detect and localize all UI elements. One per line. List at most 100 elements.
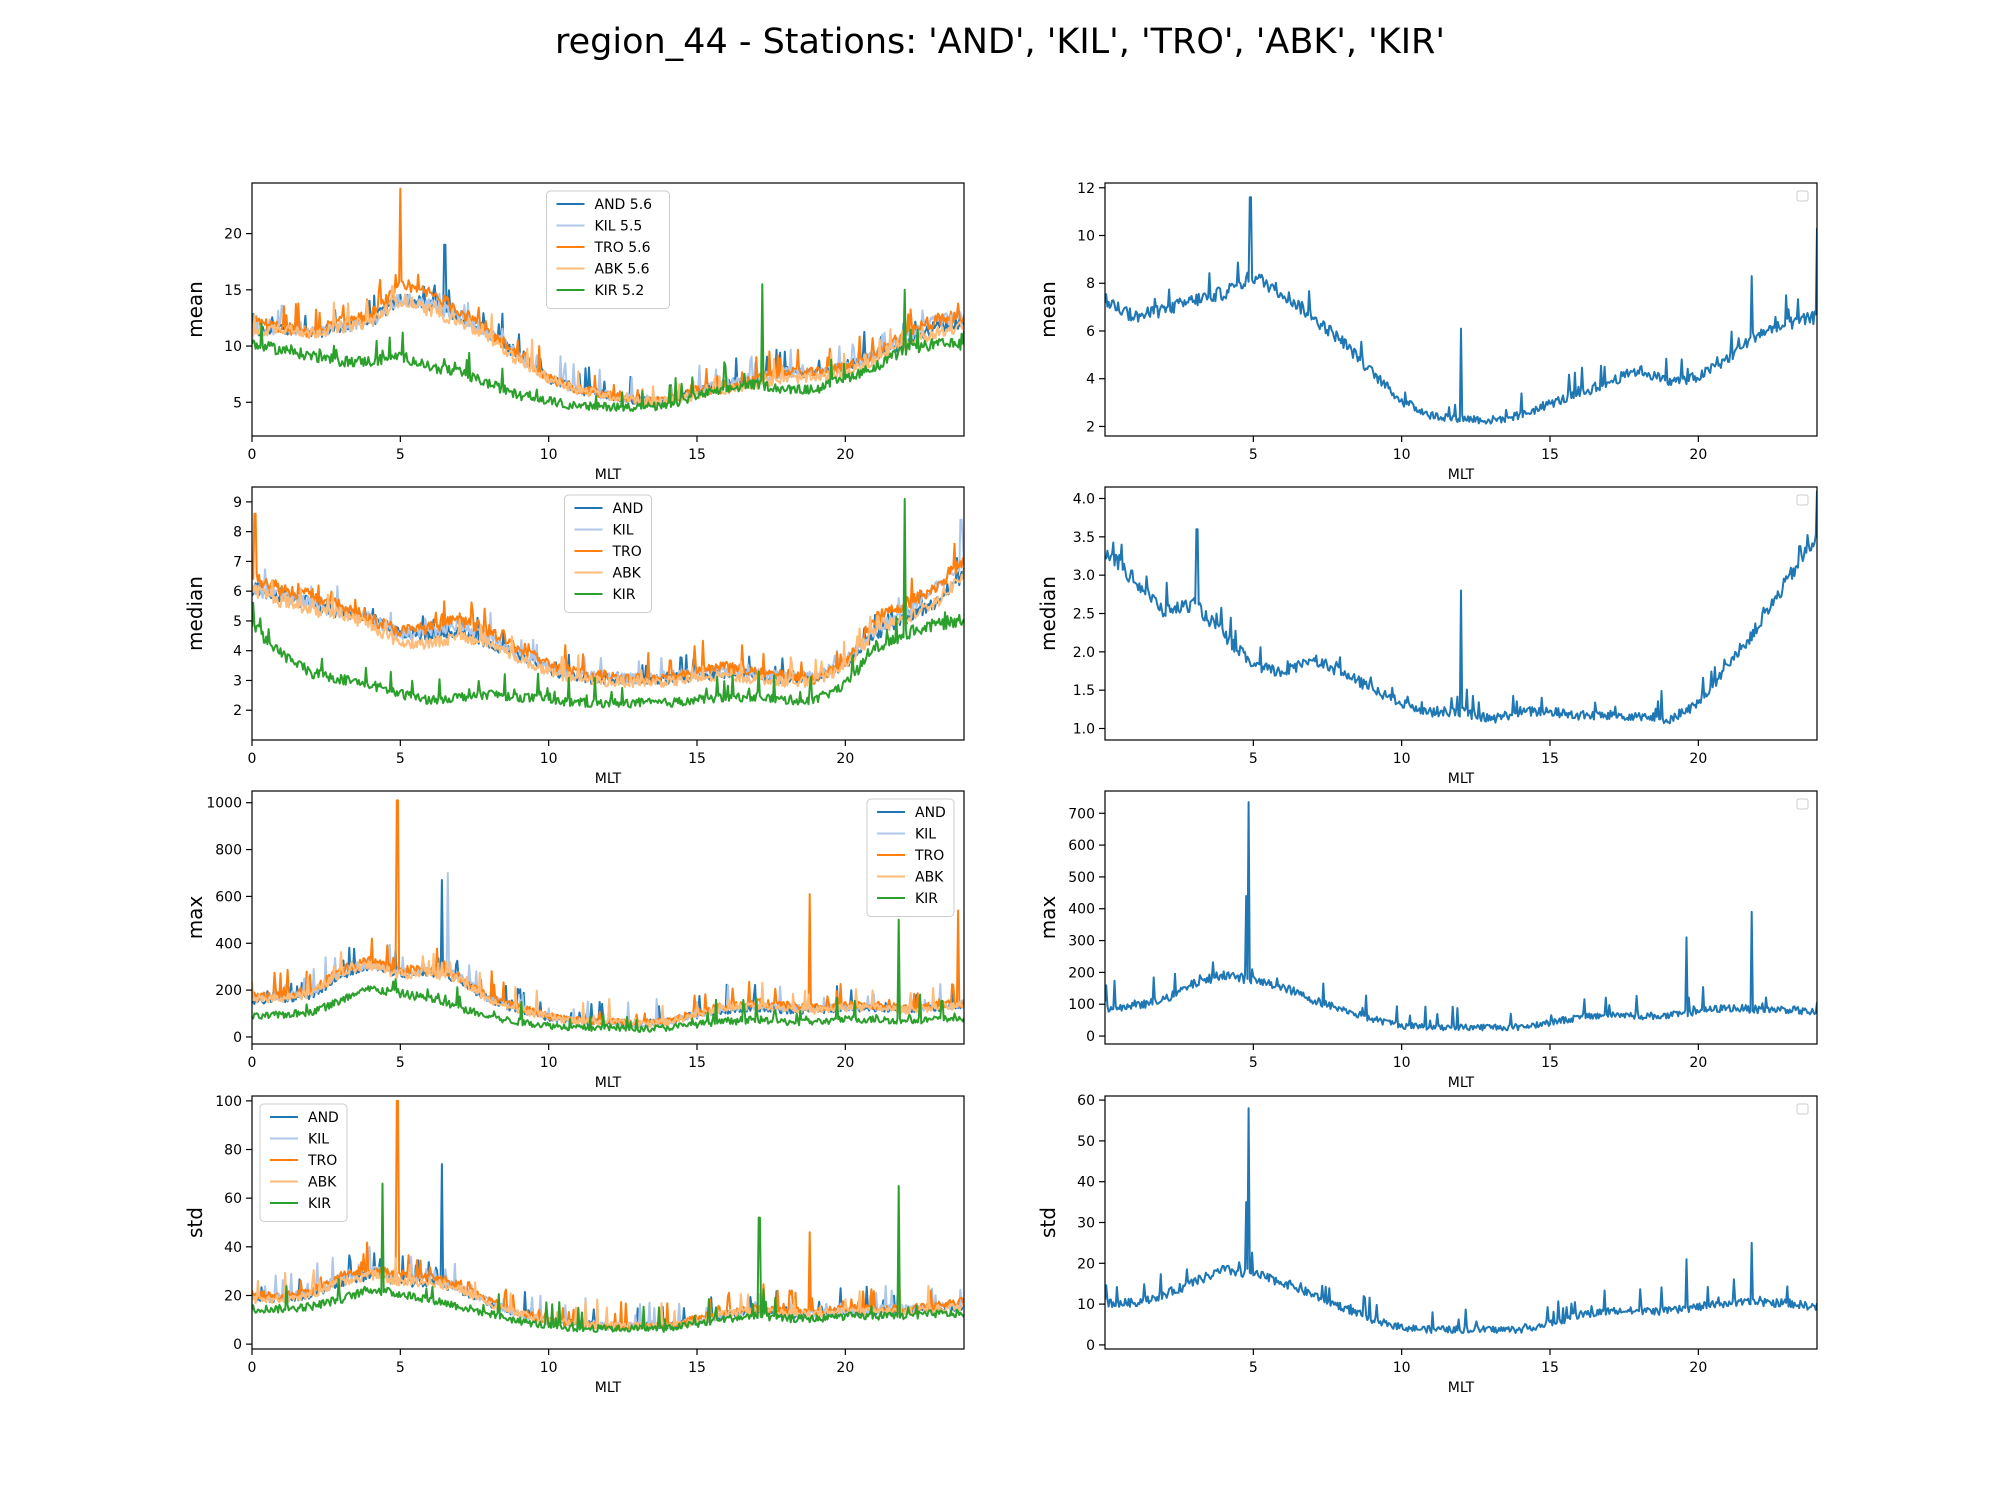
legend-label: KIR 5.2 <box>595 283 645 299</box>
y-tick-label: 1.5 <box>1073 683 1095 699</box>
y-tick-label: 600 <box>1068 838 1095 854</box>
y-tick-label: 300 <box>1068 934 1095 950</box>
x-tick-label: 5 <box>1249 751 1258 767</box>
x-tick-label: 5 <box>1249 447 1258 463</box>
y-tick-label: 6 <box>1086 324 1095 340</box>
subplot-mean-stations: 0 5 10 15 20 5 10 15 20 MLT mean AND 5.6 KIL 5.5 TRO … <box>183 182 965 483</box>
y-axis-label: median <box>1036 576 1060 651</box>
y-axis-label: mean <box>1036 281 1060 338</box>
x-tick-label: 10 <box>540 751 558 767</box>
y-tick-label: 700 <box>1068 806 1095 822</box>
subplot-max-stations: 0 5 10 15 2002004006008001000MLTmaxANDKILTRO… <box>183 790 965 1091</box>
subplot-std-stations: 0 5 10 15 20 0 20 40 60 80 100 MLT std AND KIL TRO ABK KI… <box>183 1094 965 1396</box>
y-tick-label: 0 <box>233 1337 242 1353</box>
x-tick-label: 10 <box>1393 1360 1411 1376</box>
y-tick-label: 2 <box>233 703 242 719</box>
x-tick-label: 10 <box>1393 447 1411 463</box>
legend-label: KIR <box>308 1196 331 1212</box>
axes-frame <box>1104 790 1818 1045</box>
y-tick-label: 30 <box>1077 1216 1095 1232</box>
y-tick-label: 7 <box>233 554 242 570</box>
y-tick-label: 200 <box>1068 965 1095 981</box>
x-tick-label: 10 <box>1393 1055 1411 1071</box>
legend-label: KIL <box>613 523 634 539</box>
x-tick-label: 15 <box>1541 751 1559 767</box>
y-tick-label: 60 <box>1077 1093 1095 1109</box>
y-tick-label: 20 <box>224 1288 242 1304</box>
y-tick-label: 0 <box>1086 1338 1095 1354</box>
legend-box-empty <box>1796 190 1809 202</box>
legend-label: TRO <box>914 848 944 864</box>
y-tick-label: 6 <box>233 584 242 600</box>
x-tick-label: 20 <box>1689 1055 1707 1071</box>
axes-frame <box>1104 182 1818 437</box>
legend-box-empty <box>1796 1103 1809 1115</box>
series-group <box>252 1099 964 1333</box>
y-tick-label: 4 <box>1086 372 1095 388</box>
y-tick-label: 8 <box>233 525 242 541</box>
legend-label: AND <box>308 1110 339 1126</box>
series-group <box>252 187 964 412</box>
y-tick-label: 600 <box>215 889 242 905</box>
x-tick-label: 5 <box>396 1055 405 1071</box>
series-line-aggregate <box>1105 196 1817 425</box>
x-tick-label: 10 <box>1393 751 1411 767</box>
y-tick-label: 10 <box>224 339 242 355</box>
y-tick-label: 100 <box>215 1094 242 1110</box>
y-tick-label: 12 <box>1077 181 1095 197</box>
series-line-aggregate <box>1105 801 1817 1032</box>
x-tick-label: 15 <box>688 447 706 463</box>
series-line-kir <box>252 1182 964 1333</box>
series-group <box>1105 490 1817 725</box>
x-tick-label: 20 <box>1689 751 1707 767</box>
x-tick-label: 15 <box>688 1055 706 1071</box>
legend-label: TRO <box>307 1153 337 1169</box>
series-line-kir <box>252 497 964 709</box>
legend-label: TRO 5.6 <box>594 240 651 256</box>
x-axis-label: MLT <box>595 1380 622 1396</box>
x-tick-label: 20 <box>836 1055 854 1071</box>
y-tick-label: 3 <box>233 673 242 689</box>
series-line-aggregate <box>1105 1107 1817 1334</box>
legend-label: KIR <box>915 891 938 907</box>
y-tick-label: 400 <box>1068 902 1095 918</box>
x-axis-label: MLT <box>1448 771 1475 787</box>
axes-frame <box>251 1095 965 1350</box>
x-tick-label: 10 <box>540 1360 558 1376</box>
series-group <box>1105 1107 1817 1334</box>
x-tick-label: 5 <box>1249 1360 1258 1376</box>
y-tick-label: 40 <box>1077 1175 1095 1191</box>
y-tick-label: 1.0 <box>1073 722 1095 738</box>
series-group <box>1105 801 1817 1032</box>
series-group <box>252 497 964 709</box>
x-tick-label: 20 <box>1689 447 1707 463</box>
legend-label: ABK <box>915 870 944 886</box>
subplot-median-aggregate: 5 10 15 20 1.0 1.5 2.0 2.5 3.0 3.5 4.0 MLT median <box>1036 486 1818 787</box>
x-axis-label: MLT <box>1448 467 1475 483</box>
axes-frame <box>1104 1095 1818 1350</box>
y-tick-label: 9 <box>233 495 242 511</box>
legend: AND KIL TRO ABK KIR <box>564 494 652 613</box>
x-tick-label: 15 <box>688 1360 706 1376</box>
y-tick-label: 50 <box>1077 1134 1095 1150</box>
legend-label: KIL <box>308 1132 329 1148</box>
legend-frame <box>866 798 955 917</box>
legend-frame <box>546 190 670 309</box>
series-line-abk <box>252 569 964 688</box>
legend: AND KIL TRO ABK KIR <box>866 798 955 917</box>
y-tick-label: 3.5 <box>1073 530 1095 546</box>
x-tick-label: 10 <box>540 447 558 463</box>
legend-frame <box>564 494 652 613</box>
y-tick-label: 10 <box>1077 1297 1095 1313</box>
y-tick-label: 2 <box>1086 419 1095 435</box>
legend-label: KIL <box>915 827 936 843</box>
x-tick-label: 20 <box>836 447 854 463</box>
legend-label: ABK 5.6 <box>595 262 650 278</box>
x-tick-label: 5 <box>396 751 405 767</box>
legend-label: KIL 5.5 <box>595 219 643 235</box>
x-tick-label: 0 <box>248 1360 257 1376</box>
series-line-aggregate <box>1105 490 1817 725</box>
y-tick-label: 2.5 <box>1073 607 1095 623</box>
